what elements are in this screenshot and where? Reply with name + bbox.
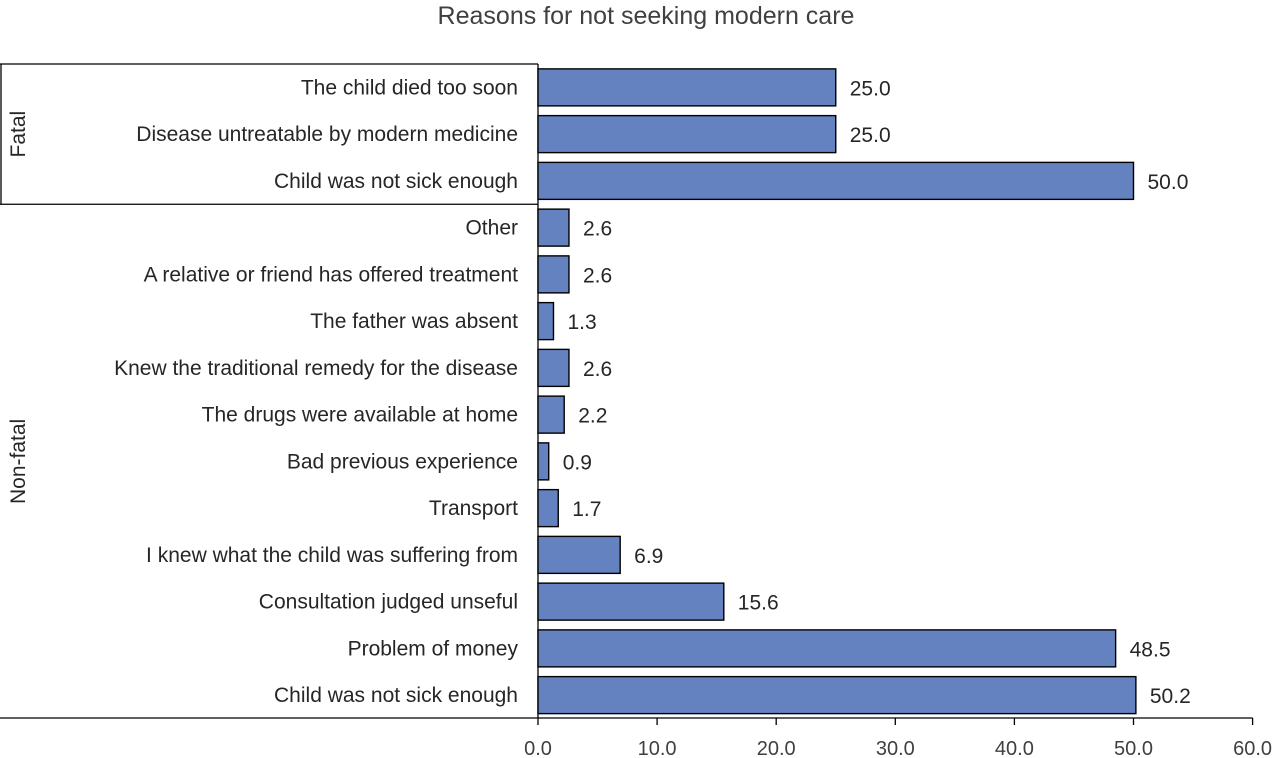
bar bbox=[537, 161, 1135, 201]
category-label: Knew the traditional remedy for the dise… bbox=[114, 357, 518, 380]
category-label: The father was absent bbox=[310, 310, 518, 333]
bar bbox=[537, 629, 1117, 668]
x-tick-label: 30.0 bbox=[876, 738, 915, 758]
data-label: 25.0 bbox=[850, 77, 891, 100]
data-label: 1.7 bbox=[572, 498, 601, 521]
x-tick-label: 50.0 bbox=[1114, 738, 1153, 758]
chart-title: Reasons for not seeking modern care bbox=[437, 2, 855, 30]
data-label: 2.6 bbox=[583, 358, 612, 381]
category-label: I knew what the child was suffering from bbox=[146, 544, 518, 567]
category-label: Consultation judged unseful bbox=[259, 591, 518, 614]
category-label: Disease untreatable by modern medicine bbox=[136, 123, 518, 146]
data-label: 0.9 bbox=[563, 451, 592, 474]
bar bbox=[537, 348, 570, 388]
x-tick-label: 20.0 bbox=[757, 738, 796, 758]
bar bbox=[537, 114, 837, 154]
bar bbox=[537, 208, 570, 247]
data-label: 2.6 bbox=[583, 218, 612, 241]
category-label: Transport bbox=[429, 497, 518, 520]
group-label: Non-fatal bbox=[7, 419, 30, 504]
category-label: Other bbox=[465, 217, 518, 240]
data-label: 25.0 bbox=[850, 124, 891, 147]
data-label: 50.2 bbox=[1150, 685, 1191, 708]
bar bbox=[537, 582, 725, 621]
group-label: Fatal bbox=[7, 111, 30, 158]
bar bbox=[537, 255, 570, 294]
x-tick-label: 40.0 bbox=[995, 738, 1034, 758]
bar bbox=[537, 488, 559, 528]
data-label: 15.6 bbox=[738, 592, 779, 615]
category-label: Child was not sick enough bbox=[274, 170, 518, 193]
x-tick-label: 10.0 bbox=[638, 738, 677, 758]
data-label: 2.2 bbox=[578, 405, 607, 428]
bar bbox=[537, 442, 550, 481]
bar bbox=[537, 675, 1137, 715]
data-label: 48.5 bbox=[1130, 638, 1171, 661]
data-label: 6.9 bbox=[634, 545, 663, 568]
bar bbox=[537, 301, 555, 341]
data-label: 50.0 bbox=[1148, 171, 1189, 194]
bar bbox=[537, 395, 565, 434]
category-label: Child was not sick enough bbox=[274, 684, 518, 707]
data-label: 1.3 bbox=[567, 311, 596, 334]
bar bbox=[537, 535, 621, 575]
category-label: The child died too soon bbox=[301, 76, 518, 99]
category-label: Problem of money bbox=[348, 637, 519, 660]
category-label: Bad previous experience bbox=[287, 450, 518, 473]
x-tick-label: 0.0 bbox=[524, 738, 552, 758]
data-label: 2.6 bbox=[583, 264, 612, 287]
bar bbox=[537, 68, 837, 107]
category-label: The drugs were available at home bbox=[202, 404, 518, 427]
category-label: A relative or friend has offered treatme… bbox=[144, 263, 518, 286]
x-tick-label: 60.0 bbox=[1233, 738, 1272, 758]
